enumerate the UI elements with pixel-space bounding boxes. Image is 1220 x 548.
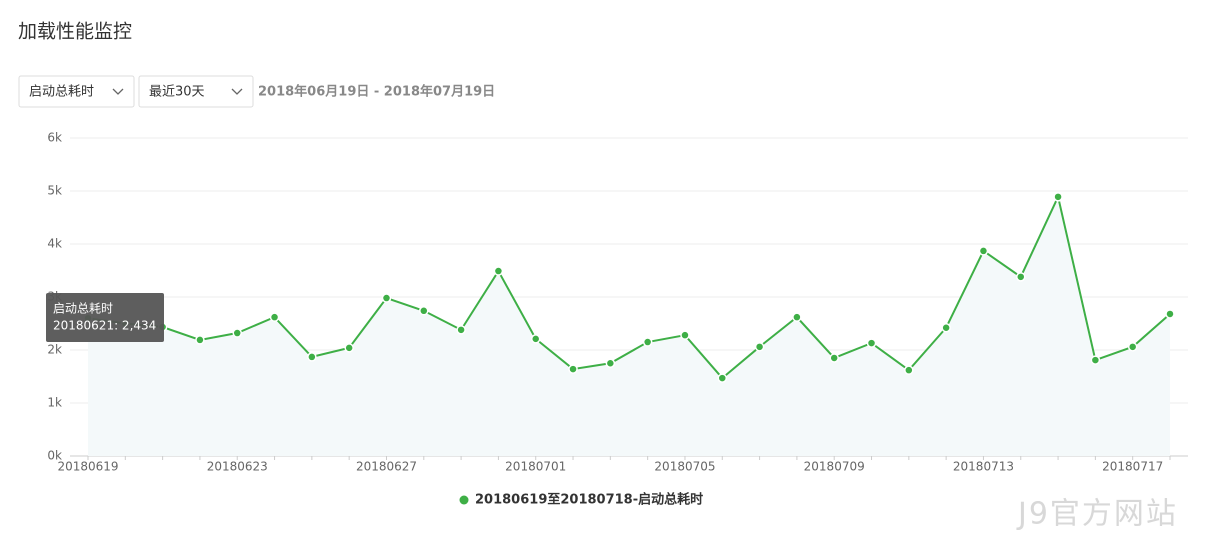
point bbox=[978, 246, 989, 256]
point bbox=[904, 365, 914, 375]
x-tick-label: 20180627 bbox=[356, 460, 417, 474]
y-tick-label: 5k bbox=[47, 184, 62, 198]
chevron bbox=[231, 88, 243, 95]
point bbox=[493, 266, 504, 276]
y-tick-label: 1k bbox=[47, 396, 62, 410]
point bbox=[792, 312, 802, 322]
chart: 0k1k2k3k4k5k6k20180619201806232018062720… bbox=[46, 131, 1188, 508]
dropdown-text[interactable]: 启动总耗时 bbox=[29, 85, 94, 100]
x-tick-label: 20180701 bbox=[505, 460, 566, 474]
tooltip-title: 启动总耗时 bbox=[53, 302, 113, 316]
x-tick-label: 20180709 bbox=[804, 460, 865, 474]
dropdown-box[interactable] bbox=[138, 75, 254, 108]
dropdown-box[interactable] bbox=[18, 75, 135, 108]
x-tick-label: 20180713 bbox=[953, 460, 1014, 474]
x-tick-label: 20180623 bbox=[207, 460, 268, 474]
point bbox=[530, 334, 541, 344]
y-tick-label: 2k bbox=[47, 343, 62, 357]
dropdown-text[interactable]: 最近30天 bbox=[149, 85, 205, 100]
y-tick-label: 0k bbox=[47, 449, 62, 463]
legend-label: 20180619至20180718-启动总耗时 bbox=[475, 492, 703, 508]
y-tick-label: 4k bbox=[47, 237, 62, 251]
point bbox=[381, 293, 392, 303]
point bbox=[307, 352, 317, 362]
point bbox=[642, 337, 653, 347]
chevron bbox=[112, 88, 124, 95]
point bbox=[232, 328, 242, 338]
point bbox=[195, 335, 205, 345]
watermark: J9官方网站 bbox=[1016, 497, 1178, 532]
metric-dropdown[interactable]: 启动总耗时 bbox=[18, 75, 135, 108]
page-title: 加载性能监控 bbox=[18, 21, 132, 43]
x-tick-label: 20180619 bbox=[57, 460, 118, 474]
point bbox=[680, 330, 690, 340]
point bbox=[1016, 272, 1026, 282]
point bbox=[269, 312, 280, 322]
range-dropdown[interactable]: 最近30天 bbox=[138, 75, 254, 108]
line bbox=[87, 193, 1171, 380]
point bbox=[419, 306, 429, 316]
y-tick-label: 6k bbox=[47, 131, 62, 145]
point bbox=[1090, 355, 1101, 365]
point bbox=[1053, 192, 1063, 202]
point bbox=[456, 325, 466, 335]
tooltip-box bbox=[46, 293, 164, 342]
date-range: 2018年06月19日 - 2018年07月19日 bbox=[258, 84, 495, 100]
x-tick-label: 20180705 bbox=[654, 460, 715, 474]
point bbox=[1127, 342, 1138, 352]
point bbox=[866, 338, 877, 348]
point bbox=[344, 343, 354, 353]
tooltip: 启动总耗时 20180621: 2,434 bbox=[46, 293, 164, 342]
point bbox=[754, 342, 765, 352]
point bbox=[829, 353, 839, 363]
point bbox=[941, 322, 951, 333]
point bbox=[568, 364, 578, 374]
legend-marker bbox=[459, 495, 469, 505]
x-tick-label: 20180717 bbox=[1102, 460, 1163, 474]
area bbox=[88, 196, 1170, 456]
point bbox=[1165, 309, 1175, 319]
tooltip-text: 20180621: 2,434 bbox=[53, 319, 156, 333]
point bbox=[605, 358, 616, 368]
point bbox=[717, 373, 728, 383]
